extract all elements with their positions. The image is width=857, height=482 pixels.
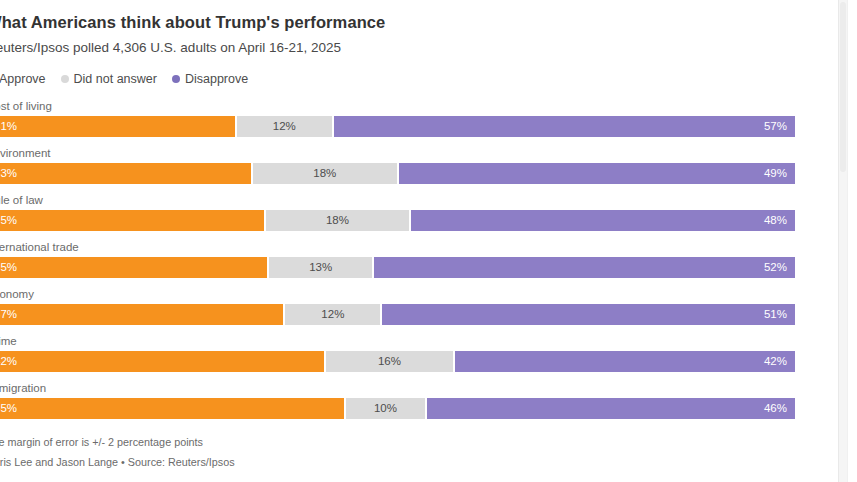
did-not-answer-value-label: 12% xyxy=(321,304,344,325)
legend-dot-icon xyxy=(61,75,69,83)
approve-value-label: 45% xyxy=(0,398,17,419)
stacked-bar: 35% 18% 48% xyxy=(0,210,795,231)
category-label: Immigration xyxy=(0,382,809,394)
legend-label: Approve xyxy=(0,72,46,86)
category-label: Environment xyxy=(0,147,809,159)
chart-row: International trade 35% 13% 52% xyxy=(0,241,809,278)
approve-bar-segment: 35% xyxy=(0,210,266,231)
disapprove-value-label: 42% xyxy=(764,351,795,372)
stacked-bar: 45% 10% 46% xyxy=(0,398,795,419)
page-title: What Americans think about Trump's perfo… xyxy=(0,0,809,32)
approve-value-label: 35% xyxy=(0,210,17,231)
vertical-scrollbar[interactable] xyxy=(838,0,848,482)
disapprove-value-label: 52% xyxy=(764,257,795,278)
approve-value-label: 35% xyxy=(0,257,17,278)
stacked-bar: 31% 12% 57% xyxy=(0,116,795,137)
disapprove-bar-segment: 49% xyxy=(399,163,795,184)
category-label: Economy xyxy=(0,288,809,300)
approve-bar-segment: 37% xyxy=(0,304,285,325)
chart-row: Crime 42% 16% 42% xyxy=(0,335,809,372)
disapprove-bar-segment: 52% xyxy=(374,257,795,278)
source-credit: Chris Lee and Jason Lange • Source: Reut… xyxy=(0,456,809,468)
legend-label: Did not answer xyxy=(74,72,157,86)
page-subtitle: Reuters/Ipsos polled 4,306 U.S. adults o… xyxy=(0,40,809,55)
did-not-answer-value-label: 13% xyxy=(309,257,332,278)
disapprove-value-label: 46% xyxy=(764,398,795,419)
chart-row: Environment 33% 18% 49% xyxy=(0,147,809,184)
legend-item-disapprove: Disapprove xyxy=(172,72,248,86)
chart-page: What Americans think about Trump's perfo… xyxy=(0,0,857,482)
did-not-answer-bar-segment: 18% xyxy=(266,210,410,231)
chart-row: Rule of law 35% 18% 48% xyxy=(0,194,809,231)
chart-row: Immigration 45% 10% 46% xyxy=(0,382,809,419)
stacked-bar-chart: Cost of living 31% 12% 57% Environment 33% 18%… xyxy=(0,100,809,419)
scrollbar-thumb[interactable] xyxy=(840,2,846,172)
chart-canvas: What Americans think about Trump's perfo… xyxy=(0,0,809,468)
disapprove-value-label: 51% xyxy=(764,304,795,325)
did-not-answer-value-label: 12% xyxy=(273,116,296,137)
category-label: Cost of living xyxy=(0,100,809,112)
did-not-answer-value-label: 10% xyxy=(374,398,397,419)
category-label: Rule of law xyxy=(0,194,809,206)
did-not-answer-bar-segment: 12% xyxy=(237,116,334,137)
did-not-answer-bar-segment: 12% xyxy=(285,304,382,325)
approve-bar-segment: 45% xyxy=(0,398,346,419)
did-not-answer-value-label: 18% xyxy=(313,163,336,184)
legend-label: Disapprove xyxy=(185,72,248,86)
legend: Approve Did not answer Disapprove xyxy=(0,72,809,86)
did-not-answer-value-label: 18% xyxy=(326,210,349,231)
did-not-answer-bar-segment: 13% xyxy=(269,257,374,278)
stacked-bar: 33% 18% 49% xyxy=(0,163,795,184)
legend-item-did-not-answer: Did not answer xyxy=(61,72,157,86)
legend-dot-icon xyxy=(172,75,180,83)
category-label: Crime xyxy=(0,335,809,347)
disapprove-value-label: 57% xyxy=(764,116,795,137)
stacked-bar: 35% 13% 52% xyxy=(0,257,795,278)
approve-bar-segment: 42% xyxy=(0,351,326,372)
disapprove-value-label: 49% xyxy=(764,163,795,184)
approve-bar-segment: 31% xyxy=(0,116,237,137)
stacked-bar: 37% 12% 51% xyxy=(0,304,795,325)
chart-row: Economy 37% 12% 51% xyxy=(0,288,809,325)
approve-value-label: 37% xyxy=(0,304,17,325)
chart-footer: The margin of error is +/- 2 percentage … xyxy=(0,436,809,468)
did-not-answer-bar-segment: 18% xyxy=(253,163,399,184)
stacked-bar: 42% 16% 42% xyxy=(0,351,795,372)
approve-value-label: 42% xyxy=(0,351,17,372)
did-not-answer-bar-segment: 10% xyxy=(346,398,426,419)
category-label: International trade xyxy=(0,241,809,253)
did-not-answer-value-label: 16% xyxy=(378,351,401,372)
approve-bar-segment: 33% xyxy=(0,163,253,184)
disapprove-bar-segment: 42% xyxy=(455,351,795,372)
margin-of-error-note: The margin of error is +/- 2 percentage … xyxy=(0,436,809,448)
did-not-answer-bar-segment: 16% xyxy=(326,351,455,372)
approve-bar-segment: 35% xyxy=(0,257,269,278)
disapprove-bar-segment: 57% xyxy=(334,116,795,137)
disapprove-bar-segment: 48% xyxy=(411,210,795,231)
chart-row: Cost of living 31% 12% 57% xyxy=(0,100,809,137)
disapprove-bar-segment: 46% xyxy=(427,398,795,419)
approve-value-label: 31% xyxy=(0,116,17,137)
disapprove-value-label: 48% xyxy=(764,210,795,231)
approve-value-label: 33% xyxy=(0,163,17,184)
legend-item-approve: Approve xyxy=(0,72,46,86)
disapprove-bar-segment: 51% xyxy=(382,304,795,325)
